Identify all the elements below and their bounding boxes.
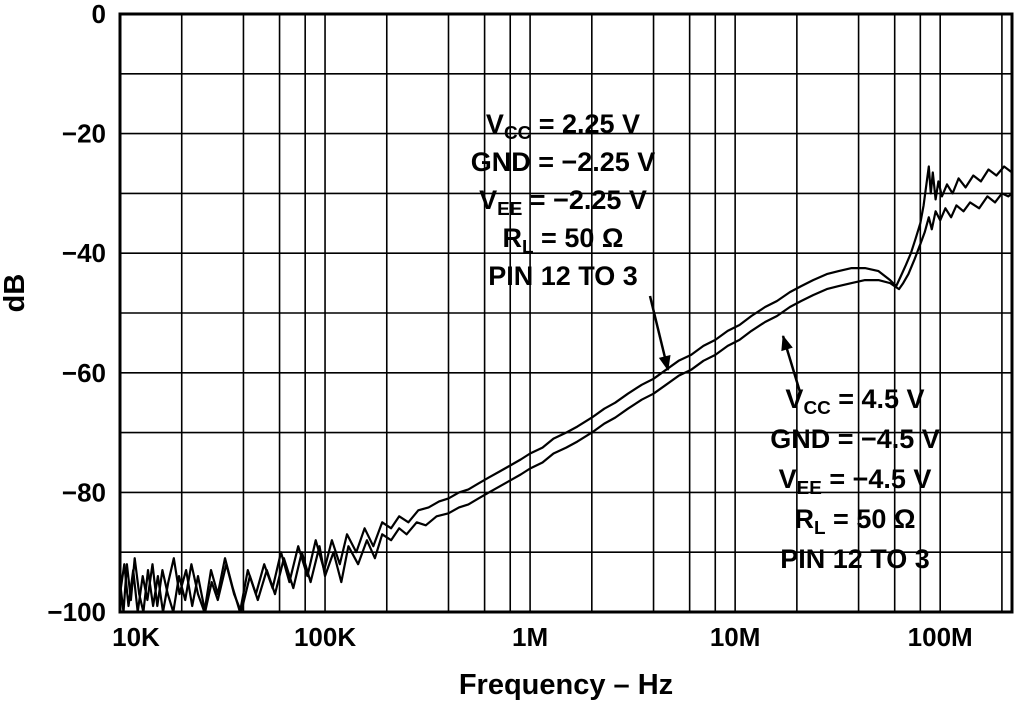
svg-text:GND = −2.25 V: GND = −2.25 V: [471, 147, 656, 177]
svg-text:10M: 10M: [710, 622, 761, 652]
svg-text:−40: −40: [62, 238, 106, 268]
svg-text:VEE = −2.25 V: VEE = −2.25 V: [479, 185, 647, 220]
svg-text:PIN 12 TO 3: PIN 12 TO 3: [780, 544, 930, 574]
x-axis-tick-labels: 10K 100K 1M 10M 100M: [112, 622, 973, 652]
svg-text:−80: −80: [62, 477, 106, 507]
svg-text:−60: −60: [62, 358, 106, 388]
svg-text:100M: 100M: [908, 622, 973, 652]
annotation-4.5v-arrow: [781, 335, 802, 393]
svg-text:GND = −4.5 V: GND = −4.5 V: [770, 424, 940, 454]
svg-text:10K: 10K: [112, 622, 160, 652]
annotation-2.25v-arrow: [648, 295, 671, 371]
svg-text:VEE = −4.5 V: VEE = −4.5 V: [779, 464, 932, 499]
svg-text:100K: 100K: [294, 622, 356, 652]
annotation-4.5v: VCC = 4.5 V GND = −4.5 V VEE = −4.5 V RL = …: [770, 335, 940, 574]
y-axis-label: dB: [0, 274, 31, 313]
curve-vcc-4.5v: [118, 192, 1014, 614]
plot-frame: [118, 12, 1014, 614]
svg-text:−100: −100: [47, 597, 106, 627]
svg-text:RL = 50 Ω: RL = 50 Ω: [795, 504, 916, 539]
svg-text:VCC = 2.25 V: VCC = 2.25 V: [486, 109, 640, 144]
svg-text:PIN 12 TO 3: PIN 12 TO 3: [488, 261, 638, 291]
grid: [120, 14, 1012, 612]
svg-text:−20: −20: [62, 119, 106, 149]
y-axis-tick-labels: 0 −20 −40 −60 −80 −100: [47, 0, 106, 627]
svg-text:1M: 1M: [512, 622, 548, 652]
svg-text:0: 0: [92, 0, 106, 29]
svg-text:RL = 50 Ω: RL = 50 Ω: [503, 223, 624, 258]
curve-vcc-2.25v: [118, 165, 1014, 614]
x-axis-label: Frequency – Hz: [459, 669, 673, 701]
svg-text:VCC = 4.5 V: VCC = 4.5 V: [785, 384, 924, 419]
